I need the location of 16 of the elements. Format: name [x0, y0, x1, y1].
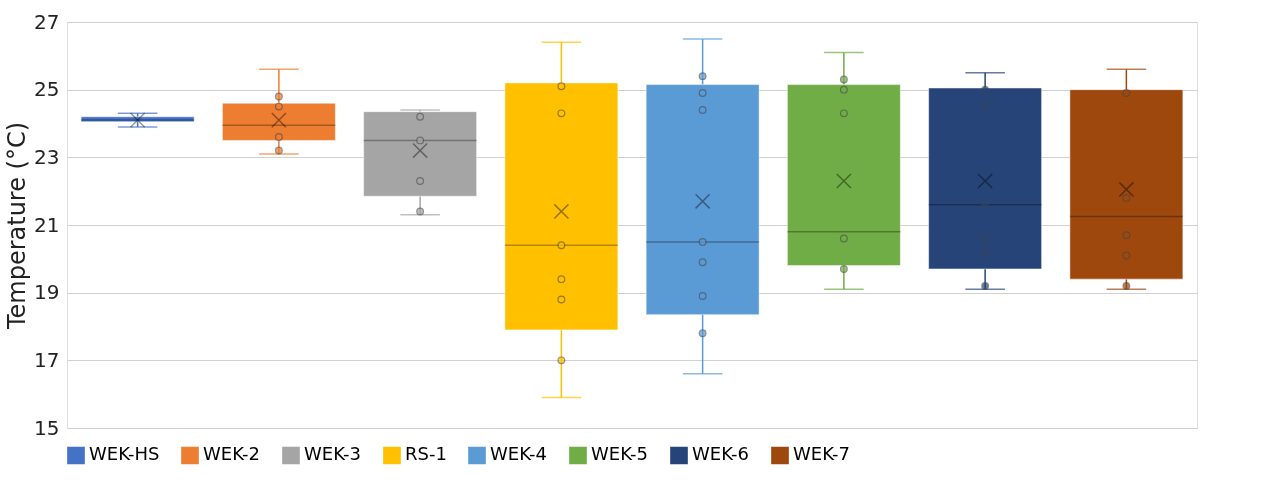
y-tick-label: 25	[34, 77, 60, 102]
legend-label: WEK-6	[692, 443, 750, 465]
legend-label: WEK-4	[490, 443, 548, 465]
y-tick-label: 19	[34, 280, 60, 305]
y-tick-label: 17	[34, 347, 60, 372]
y-axis-title: Temperature (°C)	[3, 121, 32, 331]
legend-label: WEK-HS	[89, 443, 160, 465]
y-tick-label: 15	[34, 415, 60, 440]
legend-label: WEK-2	[203, 443, 261, 465]
y-tick-label: 21	[34, 212, 60, 237]
y-tick-label: 27	[34, 9, 60, 34]
y-tick-label: 23	[34, 144, 60, 169]
legend-label: WEK-7	[793, 443, 851, 465]
legend-label: WEK-3	[304, 443, 362, 465]
legend-label: WEK-5	[591, 443, 649, 465]
legend-label: RS-1	[405, 443, 447, 465]
